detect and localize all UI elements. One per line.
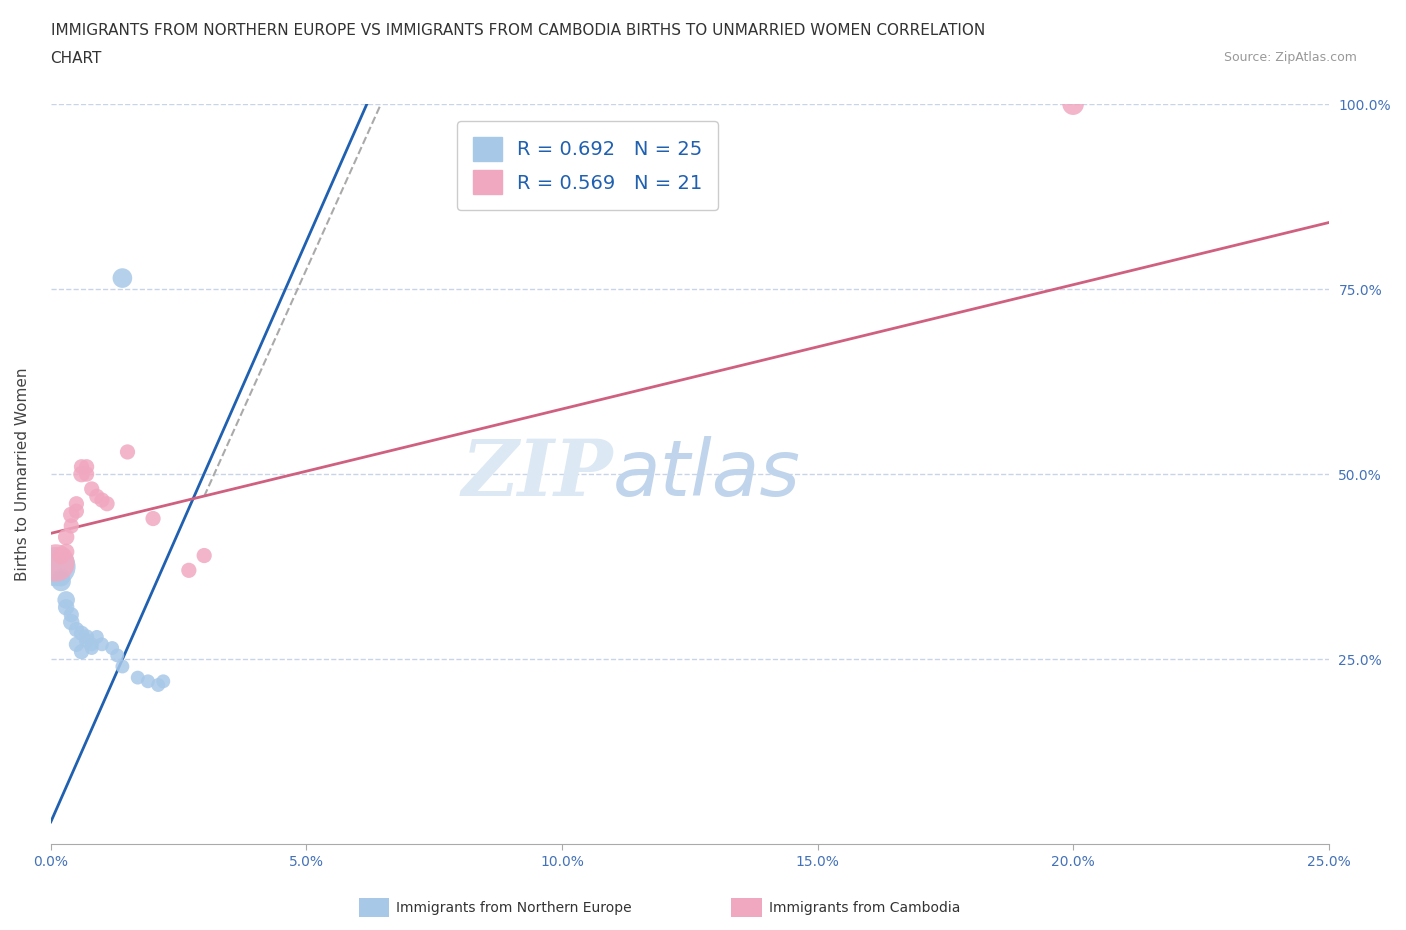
Point [96,497,118,512]
Point [65,622,87,637]
Point [86,630,108,644]
Point [177,563,200,578]
Text: ZIP: ZIP [461,436,613,512]
Point [55,600,77,615]
Point [70,459,93,474]
Point [76,630,98,644]
Point [111,271,134,286]
Point [101,641,124,656]
Point [105,648,128,663]
Point [127,671,149,685]
Point [60,508,83,523]
Point [45,555,67,570]
Point [70,644,93,659]
Text: Source: ZipAtlas.com: Source: ZipAtlas.com [1223,51,1357,64]
Point [55,592,77,607]
Legend: R = 0.692   N = 25, R = 0.569   N = 21: R = 0.692 N = 25, R = 0.569 N = 21 [457,121,718,209]
Point [111,659,134,674]
Point [65,637,87,652]
Point [70,467,93,482]
Y-axis label: Births to Unmarried Women: Births to Unmarried Women [15,367,30,581]
Point [60,607,83,622]
Point [60,519,83,534]
Point [65,504,87,519]
Point [1062,97,1084,112]
Point [45,559,67,574]
Point [49,548,72,563]
Point [76,467,98,482]
Point [117,445,139,459]
Point [80,637,103,652]
Point [146,678,169,693]
Point [91,493,114,508]
Point [65,497,87,512]
Point [152,674,174,689]
Text: Immigrants from Northern Europe: Immigrants from Northern Europe [396,900,633,915]
Point [49,570,72,585]
Point [70,626,93,641]
Point [136,674,159,689]
Point [193,548,215,563]
Point [86,489,108,504]
Text: Immigrants from Cambodia: Immigrants from Cambodia [769,900,960,915]
Point [91,637,114,652]
Point [55,529,77,544]
Text: CHART: CHART [51,51,103,66]
Point [60,615,83,630]
Text: atlas: atlas [613,436,801,512]
Point [49,574,72,589]
Point [142,512,165,526]
Point [76,459,98,474]
Point [55,544,77,559]
Point [80,482,103,497]
Text: IMMIGRANTS FROM NORTHERN EUROPE VS IMMIGRANTS FROM CAMBODIA BIRTHS TO UNMARRIED : IMMIGRANTS FROM NORTHERN EUROPE VS IMMIG… [51,23,984,38]
Point [76,633,98,648]
Point [80,641,103,656]
